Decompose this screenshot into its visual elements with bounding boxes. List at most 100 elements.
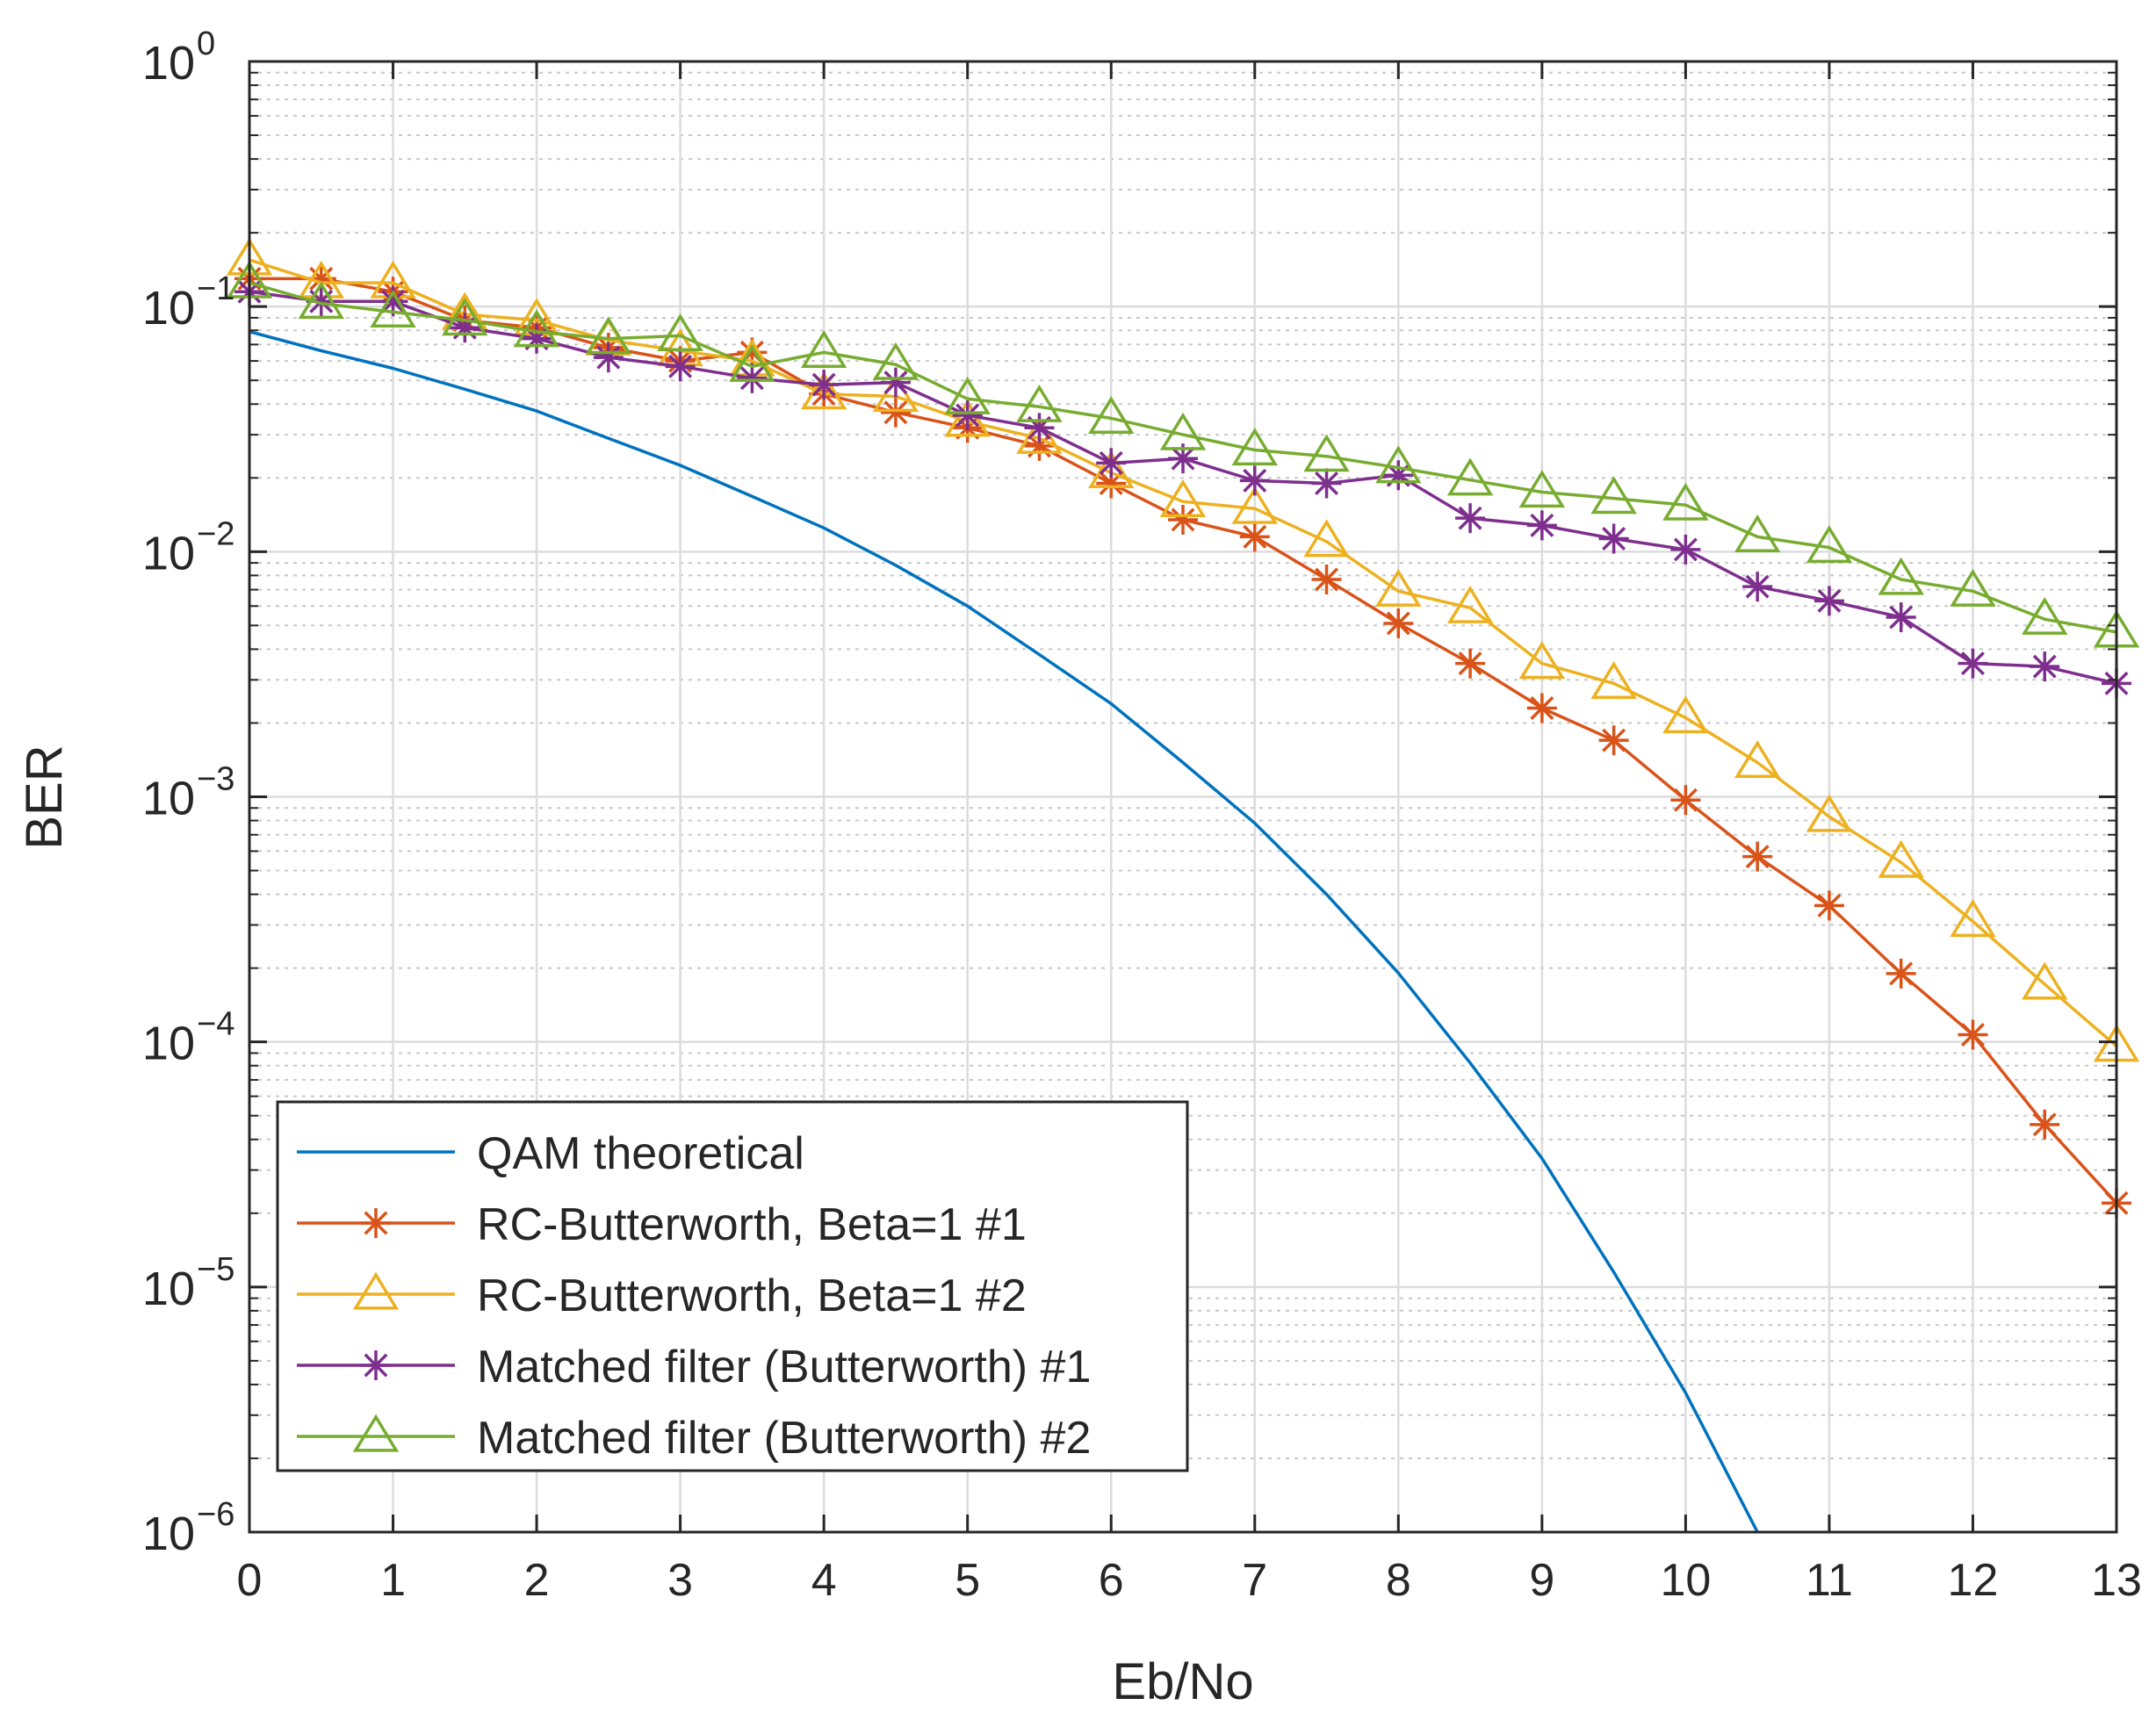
triangle-marker xyxy=(800,330,847,368)
triangle-marker xyxy=(800,371,847,410)
triangle-marker xyxy=(585,316,632,355)
y-tick-base: 10 xyxy=(142,282,195,335)
triangle-marker xyxy=(2022,596,2068,635)
marker-stroke xyxy=(883,371,908,395)
x-tick-label: 4 xyxy=(811,1555,837,1606)
asterisk-marker xyxy=(1670,785,1701,816)
x-tick-label: 7 xyxy=(1242,1555,1267,1606)
marker-stroke xyxy=(1243,468,1267,493)
triangle-marker xyxy=(1088,396,1135,435)
asterisk-marker xyxy=(1455,503,1486,534)
x-tick-label: 0 xyxy=(237,1555,263,1606)
marker-stroke xyxy=(1530,696,1554,720)
y-tick-label: 10 0 xyxy=(142,25,215,90)
x-tick-label: 11 xyxy=(1806,1555,1853,1606)
x-tick-label: 3 xyxy=(667,1555,693,1606)
marker-stroke xyxy=(1673,537,1698,562)
marker-stroke xyxy=(381,289,406,313)
x-tick-label: 5 xyxy=(955,1555,980,1606)
series-line xyxy=(249,281,2116,634)
marker-stroke xyxy=(1960,1022,1985,1047)
marker-stroke xyxy=(1171,507,1195,532)
legend-item: RC-Butterworth, Beta=1 #1 xyxy=(297,1199,1027,1250)
asterisk-marker xyxy=(1813,890,1844,921)
triangle-marker xyxy=(1016,384,1063,422)
y-tick-exponent: −4 xyxy=(197,1006,234,1043)
legend-box xyxy=(276,1100,1189,1472)
y-tick-base: 10 xyxy=(142,37,195,90)
asterisk-marker xyxy=(1526,510,1557,541)
asterisk-marker xyxy=(809,370,840,400)
legend-item: Matched filter (Butterworth) #2 xyxy=(297,1413,1091,1464)
asterisk-marker xyxy=(1813,586,1844,616)
triangle-marker xyxy=(1375,445,1422,484)
y-tick-label: 10 −1 xyxy=(142,270,234,335)
marker-stroke xyxy=(1960,651,1985,676)
asterisk-marker xyxy=(1958,648,1988,679)
asterisk-marker xyxy=(1311,565,1342,595)
y-tick-exponent: −1 xyxy=(197,270,234,307)
asterisk-marker xyxy=(737,363,768,393)
marker-stroke xyxy=(1745,845,1770,869)
triangle-marker xyxy=(1590,661,1637,700)
triangle-marker xyxy=(1950,568,1996,607)
triangle-marker xyxy=(872,342,919,380)
asterisk-marker xyxy=(361,1350,391,1380)
x-tick-label: 8 xyxy=(1386,1555,1411,1606)
marker-stroke xyxy=(883,400,908,425)
legend: QAM theoretical RC-Butterworth, Beta=1 #1… xyxy=(276,1100,1189,1472)
asterisk-marker xyxy=(665,351,696,382)
legend-label: QAM theoretical xyxy=(477,1128,804,1179)
triangle-marker xyxy=(1662,482,1709,521)
triangle-marker xyxy=(513,309,560,348)
triangle-marker xyxy=(1518,641,1566,680)
marker-stroke xyxy=(1386,611,1410,636)
y-tick-label: 10 −5 xyxy=(142,1251,234,1315)
marker-stroke xyxy=(668,354,693,378)
marker-stroke xyxy=(1602,728,1626,752)
marker-stroke xyxy=(1315,471,1339,495)
y-tick-base: 10 xyxy=(142,1263,195,1315)
marker-stroke xyxy=(1458,651,1482,676)
marker-stroke xyxy=(1171,446,1195,471)
triangle-marker xyxy=(1878,839,1924,878)
asterisk-marker xyxy=(952,400,983,431)
y-tick-base: 10 xyxy=(142,1508,195,1560)
asterisk-marker xyxy=(1311,468,1342,499)
asterisk-marker xyxy=(2030,651,2060,682)
legend-label: Matched filter (Butterworth) #1 xyxy=(477,1342,1091,1393)
x-tick-labels: 0 1 2 3 4 5 6 7 8 9 10 11 12 13 xyxy=(237,1555,2142,1606)
y-tick-label: 10 −2 xyxy=(142,515,234,579)
y-tick-base: 10 xyxy=(142,1018,195,1070)
y-tick-label: 10 −4 xyxy=(142,1006,234,1070)
asterisk-marker xyxy=(593,342,624,373)
asterisk-marker xyxy=(1096,448,1127,479)
marker-stroke xyxy=(309,266,334,291)
y-tick-exponent: −2 xyxy=(197,515,234,552)
tick-marks xyxy=(248,60,2118,1534)
marker-stroke xyxy=(2032,654,2057,679)
asterisk-marker xyxy=(1742,841,1773,872)
triangle-marker xyxy=(1088,450,1135,488)
marker-stroke xyxy=(1243,524,1267,549)
marker-stroke xyxy=(739,366,764,391)
marker-stroke xyxy=(955,403,980,428)
asterisk-marker xyxy=(880,367,911,398)
triangle-marker xyxy=(352,1271,400,1310)
y-tick-base: 10 xyxy=(142,773,195,825)
asterisk-marker xyxy=(2030,1109,2060,1140)
x-tick-label: 10 xyxy=(1660,1555,1711,1606)
marker-stroke xyxy=(1745,574,1770,599)
triangle-marker xyxy=(1016,415,1063,454)
triangle-marker xyxy=(1590,476,1637,515)
triangle-marker xyxy=(298,281,344,320)
triangle-marker xyxy=(1159,412,1207,450)
triangle-marker xyxy=(1878,557,1924,595)
triangle-marker xyxy=(1806,525,1853,564)
triangle-marker xyxy=(370,290,416,327)
asterisk-marker xyxy=(361,1208,391,1238)
marker-stroke xyxy=(1817,893,1842,918)
y-tick-base: 10 xyxy=(142,527,195,579)
